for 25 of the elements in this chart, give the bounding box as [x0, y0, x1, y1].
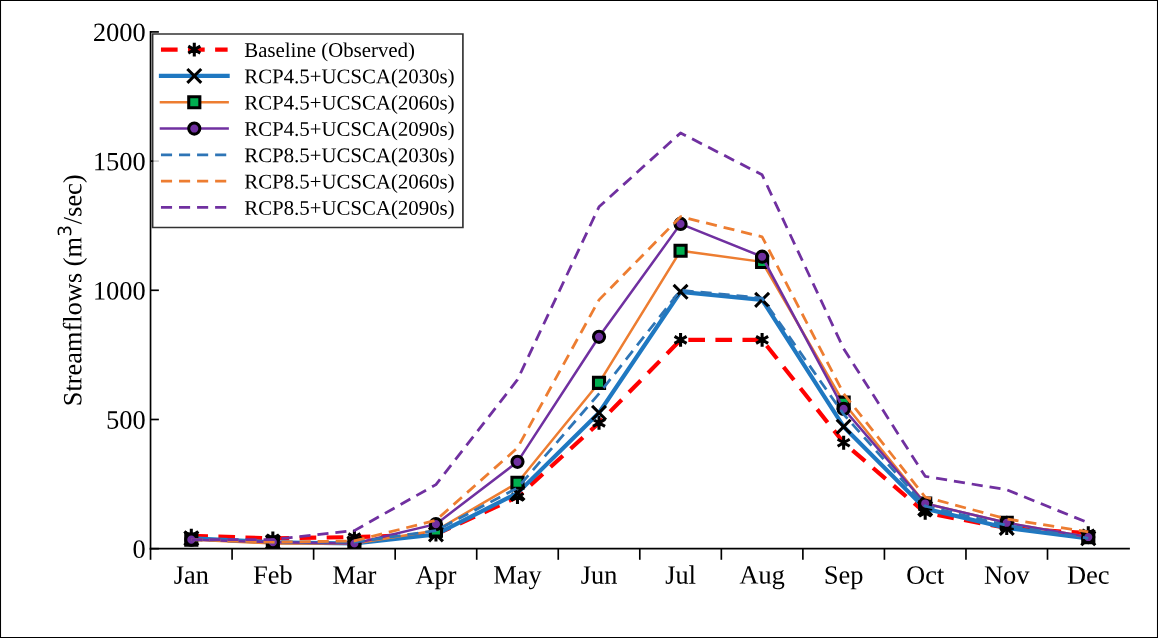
legend-label: RCP4.5+UCSCA(2090s)	[244, 121, 454, 141]
legend-label: RCP8.5+UCSCA(2060s)	[244, 174, 454, 193]
y-tick-label: 2000	[94, 23, 145, 42]
legend-label: RCP8.5+UCSCA(2090s)	[244, 200, 454, 220]
x-tick-label: Jun	[581, 566, 617, 584]
y-axis-title: Streamflows (m$^{3}$/sec)	[57, 175, 87, 405]
x-tick-label: Feb	[253, 565, 292, 584]
legend-label: RCP4.5+UCSCA(2030s)	[244, 68, 454, 88]
x-tick-label: May	[494, 566, 542, 590]
legend-label: RCP4.5+UCSCA(2060s)	[244, 95, 454, 114]
x-tick-label: Jul	[665, 565, 696, 584]
x-tick-label: Oct	[907, 566, 945, 584]
x-tick-label: Aug	[739, 566, 785, 590]
x-tick-label: Mar	[333, 566, 377, 584]
y-tick-label: 0	[133, 540, 145, 559]
x-tick-label: Nov	[984, 566, 1030, 584]
y-tick-label: 500	[107, 411, 145, 429]
legend-label: Baseline (Observed)	[244, 42, 415, 62]
y-tick-label: 1500	[95, 152, 145, 171]
x-tick-label: Jan	[174, 566, 209, 584]
x-tick-label: Apr	[415, 566, 457, 590]
x-tick-label: Dec	[1067, 566, 1109, 584]
x-tick-label: Sep	[825, 566, 863, 590]
y-tick-label: 1000	[95, 281, 145, 300]
legend-label: RCP8.5+UCSCA(2030s)	[244, 147, 454, 167]
